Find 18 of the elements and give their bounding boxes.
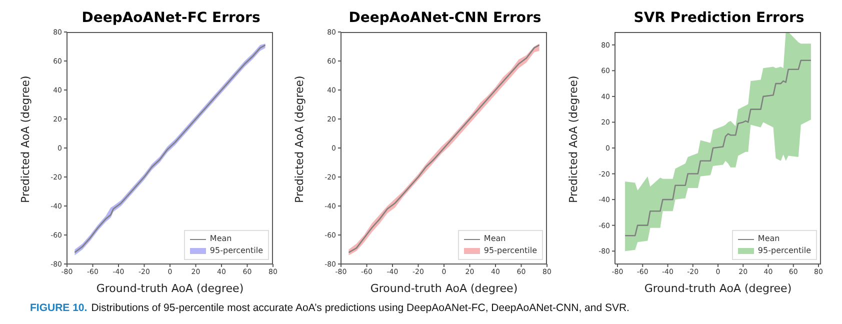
legend-label: Mean bbox=[210, 233, 232, 245]
y-axis-title: Predicted AoA (degree) bbox=[18, 76, 32, 203]
chart-title: DeepAoANet-CNN Errors bbox=[348, 10, 542, 28]
line-series bbox=[624, 60, 812, 236]
x-axis-title: Ground-truth AoA (degree) bbox=[370, 282, 518, 295]
legend-label: Mean bbox=[484, 233, 506, 245]
y-axis-title: Predicted AoA (degree) bbox=[292, 76, 306, 203]
text: Distributions of 95-percentile most accurate AoA’s predictions using DeepAoANet-FC, DeepAoANet-CNN, and SVR. bbox=[91, 302, 630, 314]
chart-title: DeepAoANet-FC Errors bbox=[80, 10, 262, 28]
x-axis-title: Ground-truth AoA (degree) bbox=[644, 282, 792, 295]
legend-label: Mean bbox=[758, 233, 780, 245]
annotation: 95-percentile bbox=[758, 245, 811, 257]
annotation: 95-percentile bbox=[484, 245, 537, 257]
annotation: 95-percentile bbox=[210, 245, 263, 257]
y-axis-title: Predicted AoA (degree) bbox=[566, 76, 580, 203]
caption: FIGURE 10. bbox=[30, 302, 88, 314]
x-axis-title: Ground-truth AoA (degree) bbox=[96, 282, 244, 295]
chart-title: SVR Prediction Errors bbox=[632, 10, 806, 28]
